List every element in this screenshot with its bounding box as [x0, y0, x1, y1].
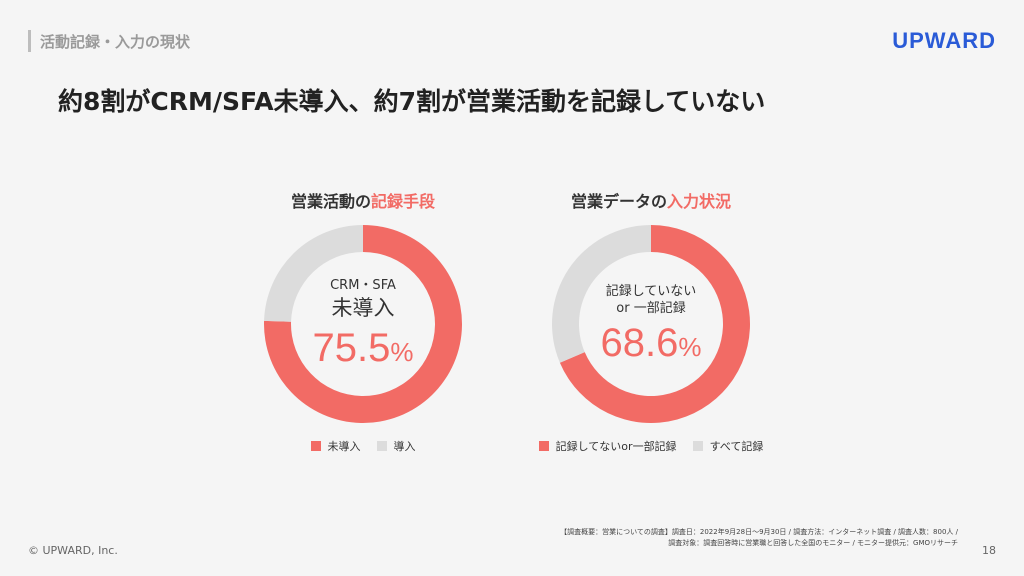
legend-swatch — [376, 441, 387, 451]
legend-label: すべて記録 — [709, 440, 764, 453]
center-line1: 記録していない — [605, 283, 697, 299]
legend-label: 記録してないor一部記録 — [555, 440, 677, 453]
survey-footnote: 【調査概要：営業についての調査】調査日：2022年9月28日〜9月30日 / 調… — [560, 527, 958, 549]
legend-item: 記録してないor一部記録 — [538, 438, 677, 454]
chart-title-highlight: 入力状況 — [667, 192, 732, 211]
page-number: 18 — [982, 544, 996, 557]
page-title: 約8割がCRM/SFA未導入、約7割が営業活動を記録していない — [58, 87, 766, 116]
copyright: © UPWARD, Inc. — [28, 544, 118, 557]
percent-unit: % — [390, 337, 414, 367]
donut-chart: CRM・SFA 未導入 75.5% — [263, 224, 463, 424]
upward-logo: UPWARD — [892, 28, 996, 53]
chart-title-prefix: 営業データの — [570, 192, 667, 211]
center-line2: 未導入 — [331, 296, 395, 320]
chart-recording-method: 営業活動の記録手段 CRM・SFA 未導入 75.5% 未導入 導入 — [233, 188, 493, 454]
legend-swatch — [538, 441, 549, 451]
legend-label: 未導入 — [327, 440, 361, 453]
percent-value: 75.5 — [312, 326, 391, 370]
chart-title: 営業データの入力状況 — [571, 188, 731, 212]
donut-svg — [264, 225, 463, 423]
percent-unit: % — [678, 331, 702, 362]
percent-label: 68.6% — [601, 321, 702, 366]
percent-label: 75.5% — [313, 326, 414, 371]
chart-title-prefix: 営業活動の — [290, 192, 371, 211]
legend: 記録してないor一部記録 すべて記録 — [531, 438, 772, 454]
center-line2: or 一部記録 — [616, 300, 686, 316]
section-label: 活動記録・入力の現状 — [28, 30, 190, 52]
donut-slice-すべて記録 — [552, 225, 651, 363]
legend-swatch — [310, 441, 321, 451]
legend-label: 導入 — [393, 440, 416, 453]
legend-item: 導入 — [376, 438, 416, 454]
legend-swatch — [692, 441, 703, 451]
section-bar — [28, 30, 31, 52]
donut-center: CRM・SFA 未導入 75.5% — [263, 224, 463, 424]
legend-item: すべて記録 — [692, 438, 764, 454]
donut-chart: 記録していない or 一部記録 68.6% — [551, 224, 751, 424]
footnote-line2: 調査対象：調査回答時に営業職と回答した全国のモニター / モニター提供元：GMO… — [668, 539, 958, 547]
donut-svg — [552, 225, 750, 423]
legend-item: 未導入 — [310, 438, 361, 454]
legend: 未導入 導入 — [303, 438, 424, 454]
chart-input-status: 営業データの入力状況 記録していない or 一部記録 68.6% 記録してないo… — [521, 188, 781, 454]
chart-title: 営業活動の記録手段 — [291, 188, 435, 212]
section-label-text: 活動記録・入力の現状 — [40, 32, 191, 51]
center-line1: CRM・SFA — [330, 278, 396, 293]
footnote-line1: 【調査概要：営業についての調査】調査日：2022年9月28日〜9月30日 / 調… — [560, 528, 958, 536]
chart-title-highlight: 記録手段 — [371, 192, 436, 211]
percent-value: 68.6 — [600, 320, 679, 365]
donut-slice-導入 — [264, 225, 363, 322]
donut-center: 記録していない or 一部記録 68.6% — [551, 224, 751, 424]
